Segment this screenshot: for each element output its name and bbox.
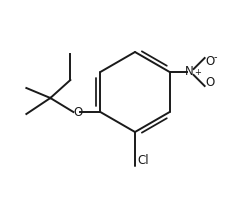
- Text: -: -: [214, 52, 217, 62]
- Text: +: +: [195, 68, 201, 77]
- Text: Cl: Cl: [137, 154, 149, 167]
- Text: O: O: [206, 55, 215, 68]
- Text: O: O: [206, 76, 215, 89]
- Text: O: O: [74, 105, 83, 118]
- Text: N: N: [185, 66, 194, 79]
